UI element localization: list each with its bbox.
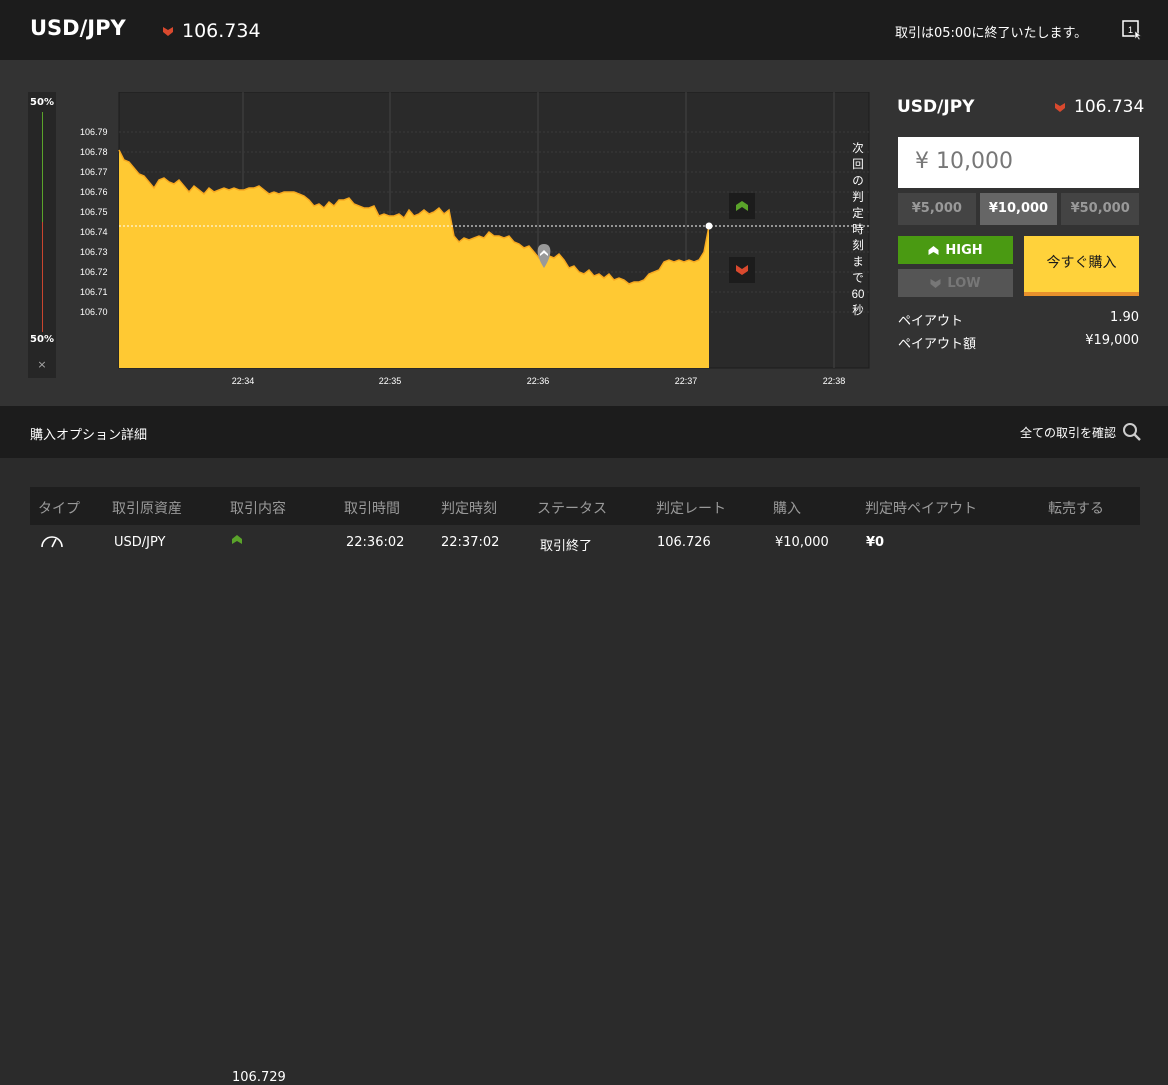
x-tick-label: 22:36: [527, 376, 550, 386]
gauge-icon: [41, 536, 63, 548]
countdown-char: 秒: [852, 303, 864, 317]
col-type: タイプ: [38, 501, 80, 517]
rate-area: [119, 150, 709, 368]
details-table-header: タイプ 取引原資産 取引内容 取引時間 判定時刻 ステータス 判定レート 購入 …: [30, 487, 1140, 525]
row-trade-time: 22:36:02: [346, 535, 405, 550]
y-tick-label: 106.76: [80, 187, 108, 197]
row-asset: USD/JPY: [114, 535, 166, 550]
payout-value: 1.90: [1110, 310, 1139, 325]
high-button[interactable]: HIGH: [898, 236, 1013, 264]
low-percent: 50%: [30, 334, 54, 345]
top-bar: USD/JPY 106.734 取引は05:00に終了いたします。 1: [0, 0, 1168, 60]
current-rate-value: 106.734: [182, 20, 261, 42]
panel-rate: 106.734: [1055, 97, 1144, 117]
row-purchase: ¥10,000: [775, 535, 829, 550]
y-tick-label: 106.71: [80, 287, 108, 297]
current-rate: 106.734: [163, 20, 261, 42]
y-tick-label: 106.78: [80, 147, 108, 157]
y-tick-label: 106.79: [80, 127, 108, 137]
y-tick-label: 106.77: [80, 167, 108, 177]
down-chevron-icon: [930, 278, 941, 288]
window-1-icon[interactable]: 1: [1122, 20, 1142, 40]
payout-amount-row: ペイアウト額 ¥19,000: [898, 333, 1139, 352]
x-tick-label: 22:35: [379, 376, 402, 386]
rate-chart: 106.79 106.78 106.77 106.76 106.75 106.74 106.…: [80, 92, 870, 386]
y-tick-label: 106.70: [80, 307, 108, 317]
panel-asset-pair: USD/JPY: [897, 97, 975, 117]
row-payout: ¥0: [866, 535, 885, 550]
countdown-char: 定: [852, 206, 864, 220]
x-tick-label: 22:38: [823, 376, 846, 386]
col-judge-rate: 判定レート: [656, 501, 726, 517]
preset-10000-button[interactable]: ¥10,000: [979, 193, 1058, 225]
payout-amount-label: ペイアウト額: [898, 337, 977, 352]
up-chevron-icon: [736, 201, 748, 211]
search-icon[interactable]: [1122, 422, 1142, 442]
close-meter-button[interactable]: ×: [37, 358, 47, 371]
x-tick-label: 22:34: [232, 376, 255, 386]
high-percent: 50%: [30, 97, 54, 108]
row-content-value: 106.729: [232, 1070, 286, 1085]
col-purchase: 購入: [773, 501, 801, 517]
countdown-char: 回: [852, 158, 864, 171]
low-button[interactable]: LOW: [898, 269, 1013, 297]
y-tick-label: 106.72: [80, 267, 108, 277]
countdown-char: で: [852, 273, 864, 285]
col-asset: 取引原資産: [112, 501, 182, 517]
view-all-trades-link[interactable]: 全ての取引を確認: [1020, 426, 1117, 440]
countdown-char: 刻: [852, 238, 864, 252]
down-chevron-icon: [1055, 102, 1065, 112]
col-judge-time: 判定時刻: [441, 501, 497, 517]
col-trade-time: 取引時間: [344, 501, 400, 517]
up-chevron-icon: [232, 535, 242, 544]
high-label: HIGH: [945, 242, 983, 258]
asset-pair-title: USD/JPY: [30, 16, 126, 40]
preset-5000-button[interactable]: ¥5,000: [898, 193, 976, 225]
row-judge-rate: 106.726: [657, 535, 711, 550]
up-chevron-icon: [928, 245, 939, 255]
down-chevron-icon: [163, 26, 173, 36]
panel-rate-value: 106.734: [1074, 97, 1145, 117]
sentiment-meter: 50% 50% ×: [28, 92, 56, 378]
col-resell: 転売する: [1048, 501, 1104, 517]
countdown-char: 次: [852, 141, 864, 155]
payout-row: ペイアウト 1.90: [898, 310, 1139, 329]
rate-line: [118, 149, 710, 285]
details-header: 購入オプション詳細 全ての取引を確認: [0, 406, 1168, 458]
buy-now-button[interactable]: 今すぐ購入: [1024, 236, 1139, 296]
amount-input[interactable]: ¥ 10,000: [898, 137, 1139, 188]
low-label: LOW: [947, 275, 981, 291]
row-judge-time: 22:37:02: [441, 535, 500, 550]
payout-label: ペイアウト: [898, 314, 964, 329]
x-tick-label: 22:37: [675, 376, 698, 386]
entry-pin-arrow: [540, 250, 548, 256]
current-point: [705, 222, 713, 230]
col-payout: 判定時ペイアウト: [865, 501, 977, 517]
row-content: 106.729: [232, 535, 286, 1085]
y-tick-label: 106.75: [80, 207, 108, 217]
details-title: 購入オプション詳細: [30, 428, 148, 443]
col-status: ステータス: [537, 501, 607, 517]
low-bar: [42, 222, 43, 332]
countdown-char: 判: [852, 191, 864, 204]
svg-text:1: 1: [1128, 25, 1133, 35]
y-tick-label: 106.73: [80, 247, 108, 257]
countdown-char: 時: [852, 223, 864, 236]
high-bar: [42, 112, 43, 222]
countdown-char: ま: [852, 255, 864, 268]
payout-amount-value: ¥19,000: [1085, 333, 1139, 348]
preset-50000-button[interactable]: ¥50,000: [1061, 193, 1140, 225]
trading-close-notice: 取引は05:00に終了いたします。: [895, 26, 1088, 41]
y-tick-label: 106.74: [80, 227, 108, 237]
row-status: 取引終了: [540, 539, 593, 554]
col-content: 取引内容: [230, 501, 286, 517]
amount-presets: ¥5,000 ¥10,000 ¥50,000: [898, 193, 1140, 225]
countdown-char: 60: [852, 289, 865, 301]
entry-pin: [537, 244, 551, 268]
countdown-char: の: [852, 175, 864, 187]
down-chevron-icon: [736, 265, 748, 275]
